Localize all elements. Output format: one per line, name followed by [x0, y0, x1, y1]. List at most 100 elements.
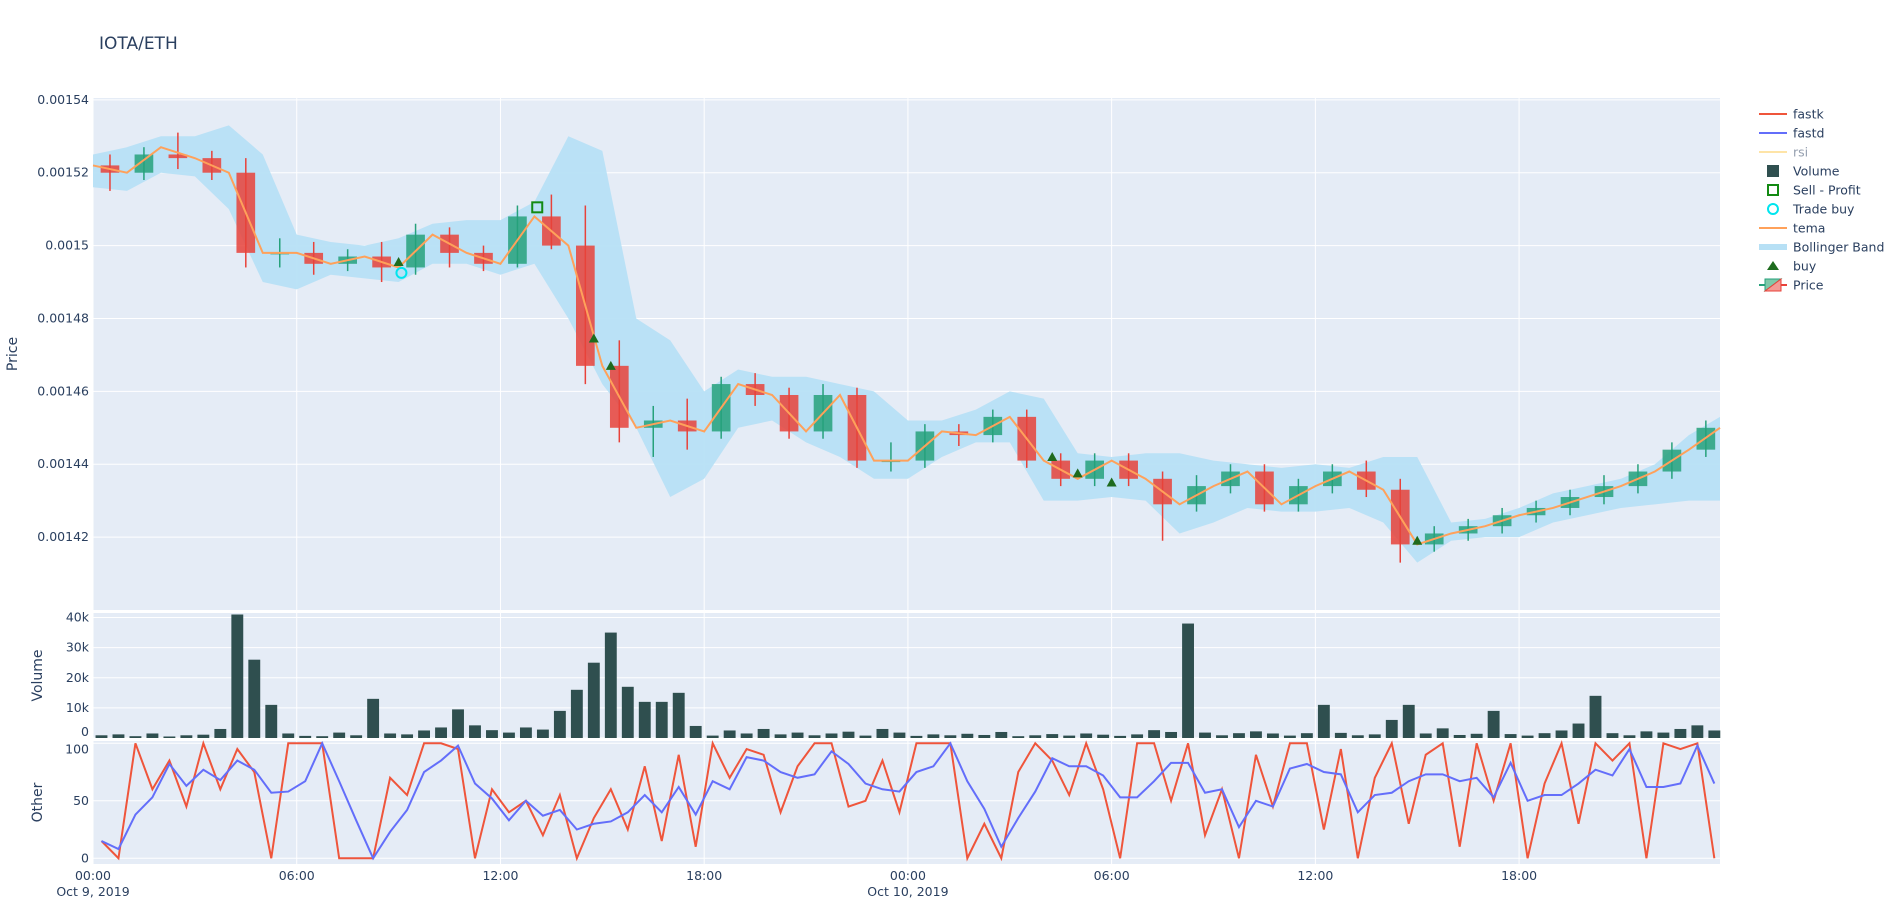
x-tick-label: 06:00 [279, 868, 315, 883]
volume-bar [282, 733, 295, 738]
legend-label: Volume [1793, 164, 1840, 179]
volume-bar [1250, 731, 1262, 738]
volume-bar [1453, 734, 1466, 738]
volume-bar [570, 689, 583, 738]
y-tick-label: 0.00148 [37, 310, 89, 325]
legend-item-fastk[interactable]: fastk [1759, 107, 1824, 122]
volume-bar [486, 730, 498, 738]
volume-bar [1114, 735, 1127, 738]
volume-bar [197, 734, 210, 738]
volume-bar [1470, 733, 1483, 738]
candle-body [168, 154, 188, 159]
y-tick-label: 10k [66, 700, 90, 715]
volume-bar [1233, 733, 1245, 738]
candle-body [134, 154, 154, 173]
legend-label: Sell - Profit [1793, 183, 1861, 198]
volume-bar [638, 701, 651, 738]
volume-bar [689, 725, 702, 738]
y-tick-label: 0.00152 [37, 165, 89, 180]
legend-item-tema[interactable]: tema [1759, 221, 1825, 236]
volume-bar [1199, 732, 1211, 738]
volume-bar [112, 734, 125, 738]
volume-bar [1640, 731, 1653, 738]
buy-marker [588, 333, 599, 343]
legend-label: Bollinger Band [1793, 240, 1884, 255]
volume-bar [231, 614, 244, 738]
legend-label: fastk [1793, 107, 1824, 122]
volume-bar [842, 731, 855, 738]
volume-bar [418, 730, 431, 738]
legend-item-fastd[interactable]: fastd [1759, 126, 1824, 141]
volume-bar [604, 632, 617, 738]
volume-bar [757, 728, 770, 738]
volume-bar [469, 725, 481, 738]
y-tick-label: 40k [66, 610, 90, 625]
y-tick-label: 0.00146 [37, 383, 89, 398]
x-tick-label: 06:00 [1094, 868, 1130, 883]
legend-item-volume[interactable]: Volume [1767, 164, 1840, 179]
volume-bar [706, 735, 719, 738]
volume-bar [180, 735, 193, 738]
legend-item-sell-profit[interactable]: Sell - Profit [1767, 183, 1861, 198]
x-tick-label: 00:00 [75, 868, 111, 883]
volume-bar [536, 729, 549, 738]
volume-bar [1504, 734, 1517, 738]
volume-bar [1063, 735, 1076, 738]
legend[interactable]: fastk fastd rsi Volume Sell - Profit Trade bu… [1759, 107, 1884, 293]
legend-item-buy[interactable]: buy [1767, 259, 1817, 274]
volume-bar [401, 734, 414, 738]
volume-bar [333, 732, 346, 738]
y-tick-label: 50 [73, 793, 89, 808]
volume-bar [859, 735, 872, 738]
volume-bar [655, 701, 668, 738]
volume-bar [452, 709, 464, 738]
volume-bar [350, 735, 363, 738]
candle [168, 132, 188, 170]
y-tick-label: 0 [81, 724, 89, 739]
volume-bar [503, 732, 515, 738]
volume-bar [978, 734, 991, 738]
volume-bar [791, 732, 804, 738]
tema-line [92, 146, 1721, 546]
volume-bar [1674, 728, 1687, 738]
volume-bar [265, 704, 278, 738]
volume-bar [384, 733, 397, 738]
y-tick-label: 0 [81, 850, 89, 865]
legend-square-icon [1767, 165, 1779, 177]
legend-item-bollinger-band[interactable]: Bollinger Band [1759, 240, 1884, 255]
legend-label: rsi [1793, 145, 1808, 160]
candle [134, 147, 154, 180]
legend-open-square-icon [1767, 184, 1779, 196]
volume-bar [1385, 719, 1398, 738]
volume-bar [1012, 736, 1025, 738]
volume-bar [825, 733, 838, 738]
oth-panel-bg [93, 741, 1720, 864]
volume-bar [1266, 733, 1279, 738]
legend-item-trade-buy[interactable]: Trade buy [1767, 202, 1855, 217]
legend-label: tema [1793, 221, 1825, 236]
volume-bar [1538, 733, 1551, 738]
y-tick-label: 0.00154 [37, 92, 89, 107]
x-tick-label: 18:00 [686, 868, 722, 883]
fastd-line [101, 740, 1716, 861]
x-tick-date-label: Oct 9, 2019 [56, 884, 129, 899]
legend-item-rsi[interactable]: rsi [1759, 145, 1808, 160]
x-tick-date-label: Oct 10, 2019 [867, 884, 948, 899]
volume-bar [1691, 725, 1704, 738]
y-tick-label: 0.00144 [37, 456, 89, 471]
volume-bar [1334, 732, 1347, 738]
volume-bar [944, 735, 957, 738]
legend-item-price[interactable]: Price [1759, 278, 1824, 293]
volume-bar [1436, 728, 1449, 738]
volume-bar [1555, 730, 1568, 738]
volume-bar [1351, 735, 1364, 738]
volume-bar [893, 732, 906, 738]
volume-bar [1283, 735, 1296, 738]
volume-bar [1657, 732, 1670, 738]
vol-axis-title: Volume [30, 649, 46, 701]
legend-label: fastd [1793, 126, 1824, 141]
volume-bar [299, 735, 312, 738]
buy-marker [1047, 451, 1058, 461]
volume-bar [435, 727, 447, 738]
volume-bar [1029, 735, 1042, 738]
